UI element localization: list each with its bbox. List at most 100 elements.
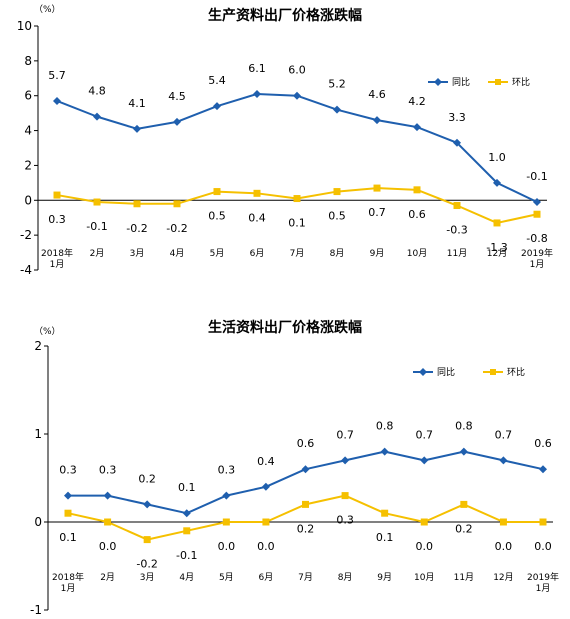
data-point-mom [420,518,428,526]
data-label-mom: 0.5 [208,210,226,223]
data-label-mom: -0.1 [176,549,197,562]
data-label-yoy: 0.6 [534,437,552,450]
data-label-mom: 0.0 [257,540,275,553]
data-point-yoy [413,123,421,132]
x-tick-label: 3月 [140,572,155,583]
data-point-mom [493,219,501,227]
legend-mom-label: 环比 [512,76,530,88]
data-point-mom [341,492,349,500]
x-tick-label: 12月 [493,572,513,583]
y-tick-label: 10 [17,19,32,33]
chart-production-materials: 生产资料出厂价格涨跌幅 （%） 同比 环比 -4-202468102018年1月… [17,4,553,277]
data-point-mom [460,500,468,508]
data-label-yoy: 0.1 [178,481,196,494]
data-label-mom: 0.3 [48,213,66,226]
data-point-yoy [173,117,181,126]
data-label-yoy: 0.3 [218,464,236,477]
y-tick-label: -4 [20,263,32,277]
data-point-mom [93,198,101,206]
data-label-mom: 0.6 [408,208,426,221]
data-label-mom: 0.1 [59,531,77,544]
data-label-mom: 0.0 [416,540,434,553]
data-label-yoy: 0.3 [59,464,77,477]
data-point-mom [333,188,341,196]
x-tick-label: 7月 [290,248,305,259]
data-point-yoy [293,91,301,100]
data-label-yoy: 0.6 [297,437,315,450]
y-tick-label: 8 [24,54,32,68]
y-tick-label: 0 [34,515,42,529]
legend-yoy-marker [419,368,427,376]
chart-title: 生活资料出厂价格涨跌幅 [208,319,362,336]
data-point-mom [53,191,61,199]
x-tick-label: 2月 [90,248,105,259]
data-label-mom: 0.0 [218,540,236,553]
data-label-yoy: -0.1 [526,170,547,183]
data-label-yoy: 4.1 [128,97,146,110]
y-tick-label: 1 [34,427,42,441]
data-point-mom [183,527,191,535]
data-point-yoy [493,178,501,187]
data-point-mom [222,518,230,526]
data-label-mom: 0.4 [248,211,266,224]
data-point-yoy [533,198,541,207]
data-label-yoy: 4.5 [168,90,186,103]
data-point-yoy [143,500,152,509]
y-tick-label: 4 [24,124,32,138]
x-tick-label: 1月 [50,259,65,270]
legend-yoy-label: 同比 [437,366,455,378]
x-tick-label: 10月 [414,572,434,583]
data-label-yoy: 0.7 [495,428,513,441]
data-point-yoy [253,89,261,98]
y-tick-label: 2 [24,158,32,172]
data-label-yoy: 0.7 [416,428,434,441]
x-tick-label: 2019年 [527,571,559,583]
data-point-yoy [459,447,468,456]
x-tick-label: 4月 [170,248,185,259]
data-label-yoy: 6.1 [248,62,266,75]
data-label-yoy: 5.4 [208,74,226,87]
data-label-mom: 0.3 [336,514,354,527]
data-label-mom: -0.8 [526,232,547,245]
legend: 同比 环比 [413,366,525,378]
data-point-mom [533,210,541,218]
data-label-mom: 0.0 [99,540,117,553]
data-point-mom [64,509,72,517]
data-point-yoy [539,465,547,474]
x-tick-label: 8月 [330,248,345,259]
data-label-yoy: 0.7 [336,428,354,441]
y-tick-label: 6 [24,89,32,103]
x-tick-label: 2月 [100,572,115,583]
data-point-mom [453,202,461,210]
legend-yoy-marker [434,78,442,86]
data-label-mom: 0.7 [368,206,386,219]
data-point-yoy [182,509,191,518]
data-point-yoy [103,491,112,500]
data-label-yoy: 5.7 [48,69,66,82]
data-label-mom: -0.2 [126,222,147,235]
data-label-mom: 0.1 [376,531,394,544]
legend-yoy-label: 同比 [452,76,470,88]
data-label-mom: -0.3 [446,224,467,237]
data-label-yoy: 1.0 [488,151,506,164]
data-label-mom: -0.2 [166,222,187,235]
data-point-yoy [341,456,350,465]
x-tick-label: 6月 [259,572,274,583]
data-label-mom: 0.5 [328,210,346,223]
data-point-mom [302,500,309,508]
y-tick-label: 0 [24,193,32,207]
legend-mom-marker [490,369,496,375]
data-label-yoy: 5.2 [328,78,346,91]
y-unit-label: （%） [34,326,61,337]
data-point-mom [381,509,389,517]
legend-mom-label: 环比 [507,366,525,378]
data-label-mom: 0.2 [455,522,473,535]
data-point-yoy [420,456,429,465]
x-tick-label: 8月 [338,572,353,583]
data-point-mom [293,195,301,203]
data-label-yoy: 4.2 [408,95,426,108]
x-tick-label: 6月 [250,248,265,259]
x-tick-label: 9月 [370,248,385,259]
